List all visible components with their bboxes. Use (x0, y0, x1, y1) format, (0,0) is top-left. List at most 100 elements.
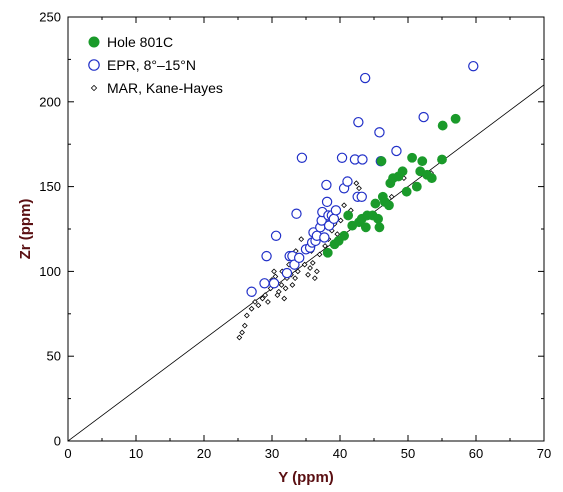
data-point (248, 305, 255, 312)
data-point (356, 185, 362, 192)
data-point (281, 267, 293, 279)
y-tick-label: 200 (39, 94, 61, 109)
data-point (336, 152, 348, 163)
data-point (307, 265, 313, 271)
data-point (275, 288, 282, 295)
data-points-layer (236, 60, 479, 341)
data-point (259, 278, 270, 289)
legend-marker (88, 36, 100, 48)
data-point (373, 213, 383, 224)
y-axis-title: Zr (ppm) (17, 199, 34, 260)
x-tick-label: 30 (265, 446, 279, 461)
x-tick-label: 70 (537, 446, 551, 461)
axis-ticks-layer: 0 10 20 30 40 50 60 70 0 50 100 150 200 250 (39, 10, 551, 462)
data-point (437, 154, 447, 165)
data-point (391, 145, 402, 157)
data-point (353, 180, 360, 187)
data-point (236, 334, 243, 341)
legend-item: EPR, 8°–15°N (88, 57, 196, 73)
y-tick-label: 150 (39, 179, 61, 194)
data-point (374, 222, 385, 233)
data-point (339, 230, 349, 241)
data-point (268, 278, 280, 289)
data-point (407, 152, 417, 163)
y-tick-label: 50 (47, 349, 61, 364)
data-point (291, 208, 302, 219)
legend-item: Hole 801C (88, 34, 173, 50)
data-point (246, 286, 257, 297)
data-point (321, 196, 333, 208)
data-point (468, 60, 479, 72)
data-point (262, 292, 269, 299)
y-tick-label: 0 (54, 434, 61, 449)
data-point (370, 198, 381, 209)
x-tick-label: 40 (333, 446, 347, 461)
legend-item: MAR, Kane-Hayes (90, 80, 223, 96)
x-tick-label: 50 (401, 446, 415, 461)
data-point (241, 322, 248, 329)
data-point (261, 250, 272, 262)
y-tick-label: 100 (39, 264, 61, 279)
reference-line-layer (68, 84, 544, 441)
legend-label: Hole 801C (107, 34, 173, 50)
data-point (316, 251, 323, 258)
data-point (342, 176, 353, 187)
data-point (289, 282, 296, 288)
data-point (278, 282, 285, 288)
data-point (243, 312, 250, 319)
data-point (330, 205, 342, 216)
data-point (309, 260, 316, 266)
x-tick-label: 0 (64, 446, 71, 461)
data-point (294, 268, 301, 275)
data-point (292, 275, 298, 282)
data-point (281, 295, 288, 302)
reference-line (68, 84, 544, 441)
data-point (357, 154, 368, 165)
data-point (270, 230, 282, 241)
data-point (384, 200, 394, 211)
legend-label: EPR, 8°–15°N (107, 57, 196, 73)
data-point (343, 210, 354, 221)
data-point (401, 186, 412, 197)
data-point (388, 193, 395, 200)
data-point (374, 127, 385, 138)
data-point (314, 268, 320, 275)
data-point (255, 302, 262, 309)
data-point (341, 202, 347, 209)
data-point (305, 271, 311, 278)
data-point (282, 285, 289, 292)
data-point (321, 179, 332, 191)
data-point (426, 173, 437, 184)
data-point (259, 295, 266, 302)
data-point (311, 275, 318, 282)
data-point (301, 261, 308, 268)
data-point (337, 217, 344, 224)
legend-label: MAR, Kane-Hayes (107, 80, 223, 96)
data-point (356, 191, 367, 202)
data-point (294, 252, 305, 264)
data-point (353, 116, 364, 128)
data-point (334, 231, 341, 237)
data-point (328, 213, 340, 225)
data-point (450, 113, 461, 124)
x-axis-title: Y (ppm) (278, 469, 334, 486)
data-point (376, 156, 387, 167)
data-point (359, 72, 371, 84)
legend-marker (90, 84, 98, 92)
legend: Hole 801C EPR, 8°–15°N MAR, Kane-Hayes (88, 34, 223, 96)
data-point (417, 156, 428, 167)
data-point (319, 232, 330, 243)
data-point (322, 247, 333, 258)
data-point (418, 111, 429, 123)
data-point (252, 299, 258, 305)
data-point (360, 222, 371, 233)
data-point (411, 181, 422, 192)
y-tick-label: 250 (39, 10, 61, 25)
series-2 (246, 60, 479, 297)
data-point (298, 236, 305, 243)
data-point (296, 152, 308, 163)
series-1 (322, 113, 461, 258)
data-point (271, 268, 277, 275)
data-point (397, 166, 408, 177)
data-point (239, 329, 245, 336)
